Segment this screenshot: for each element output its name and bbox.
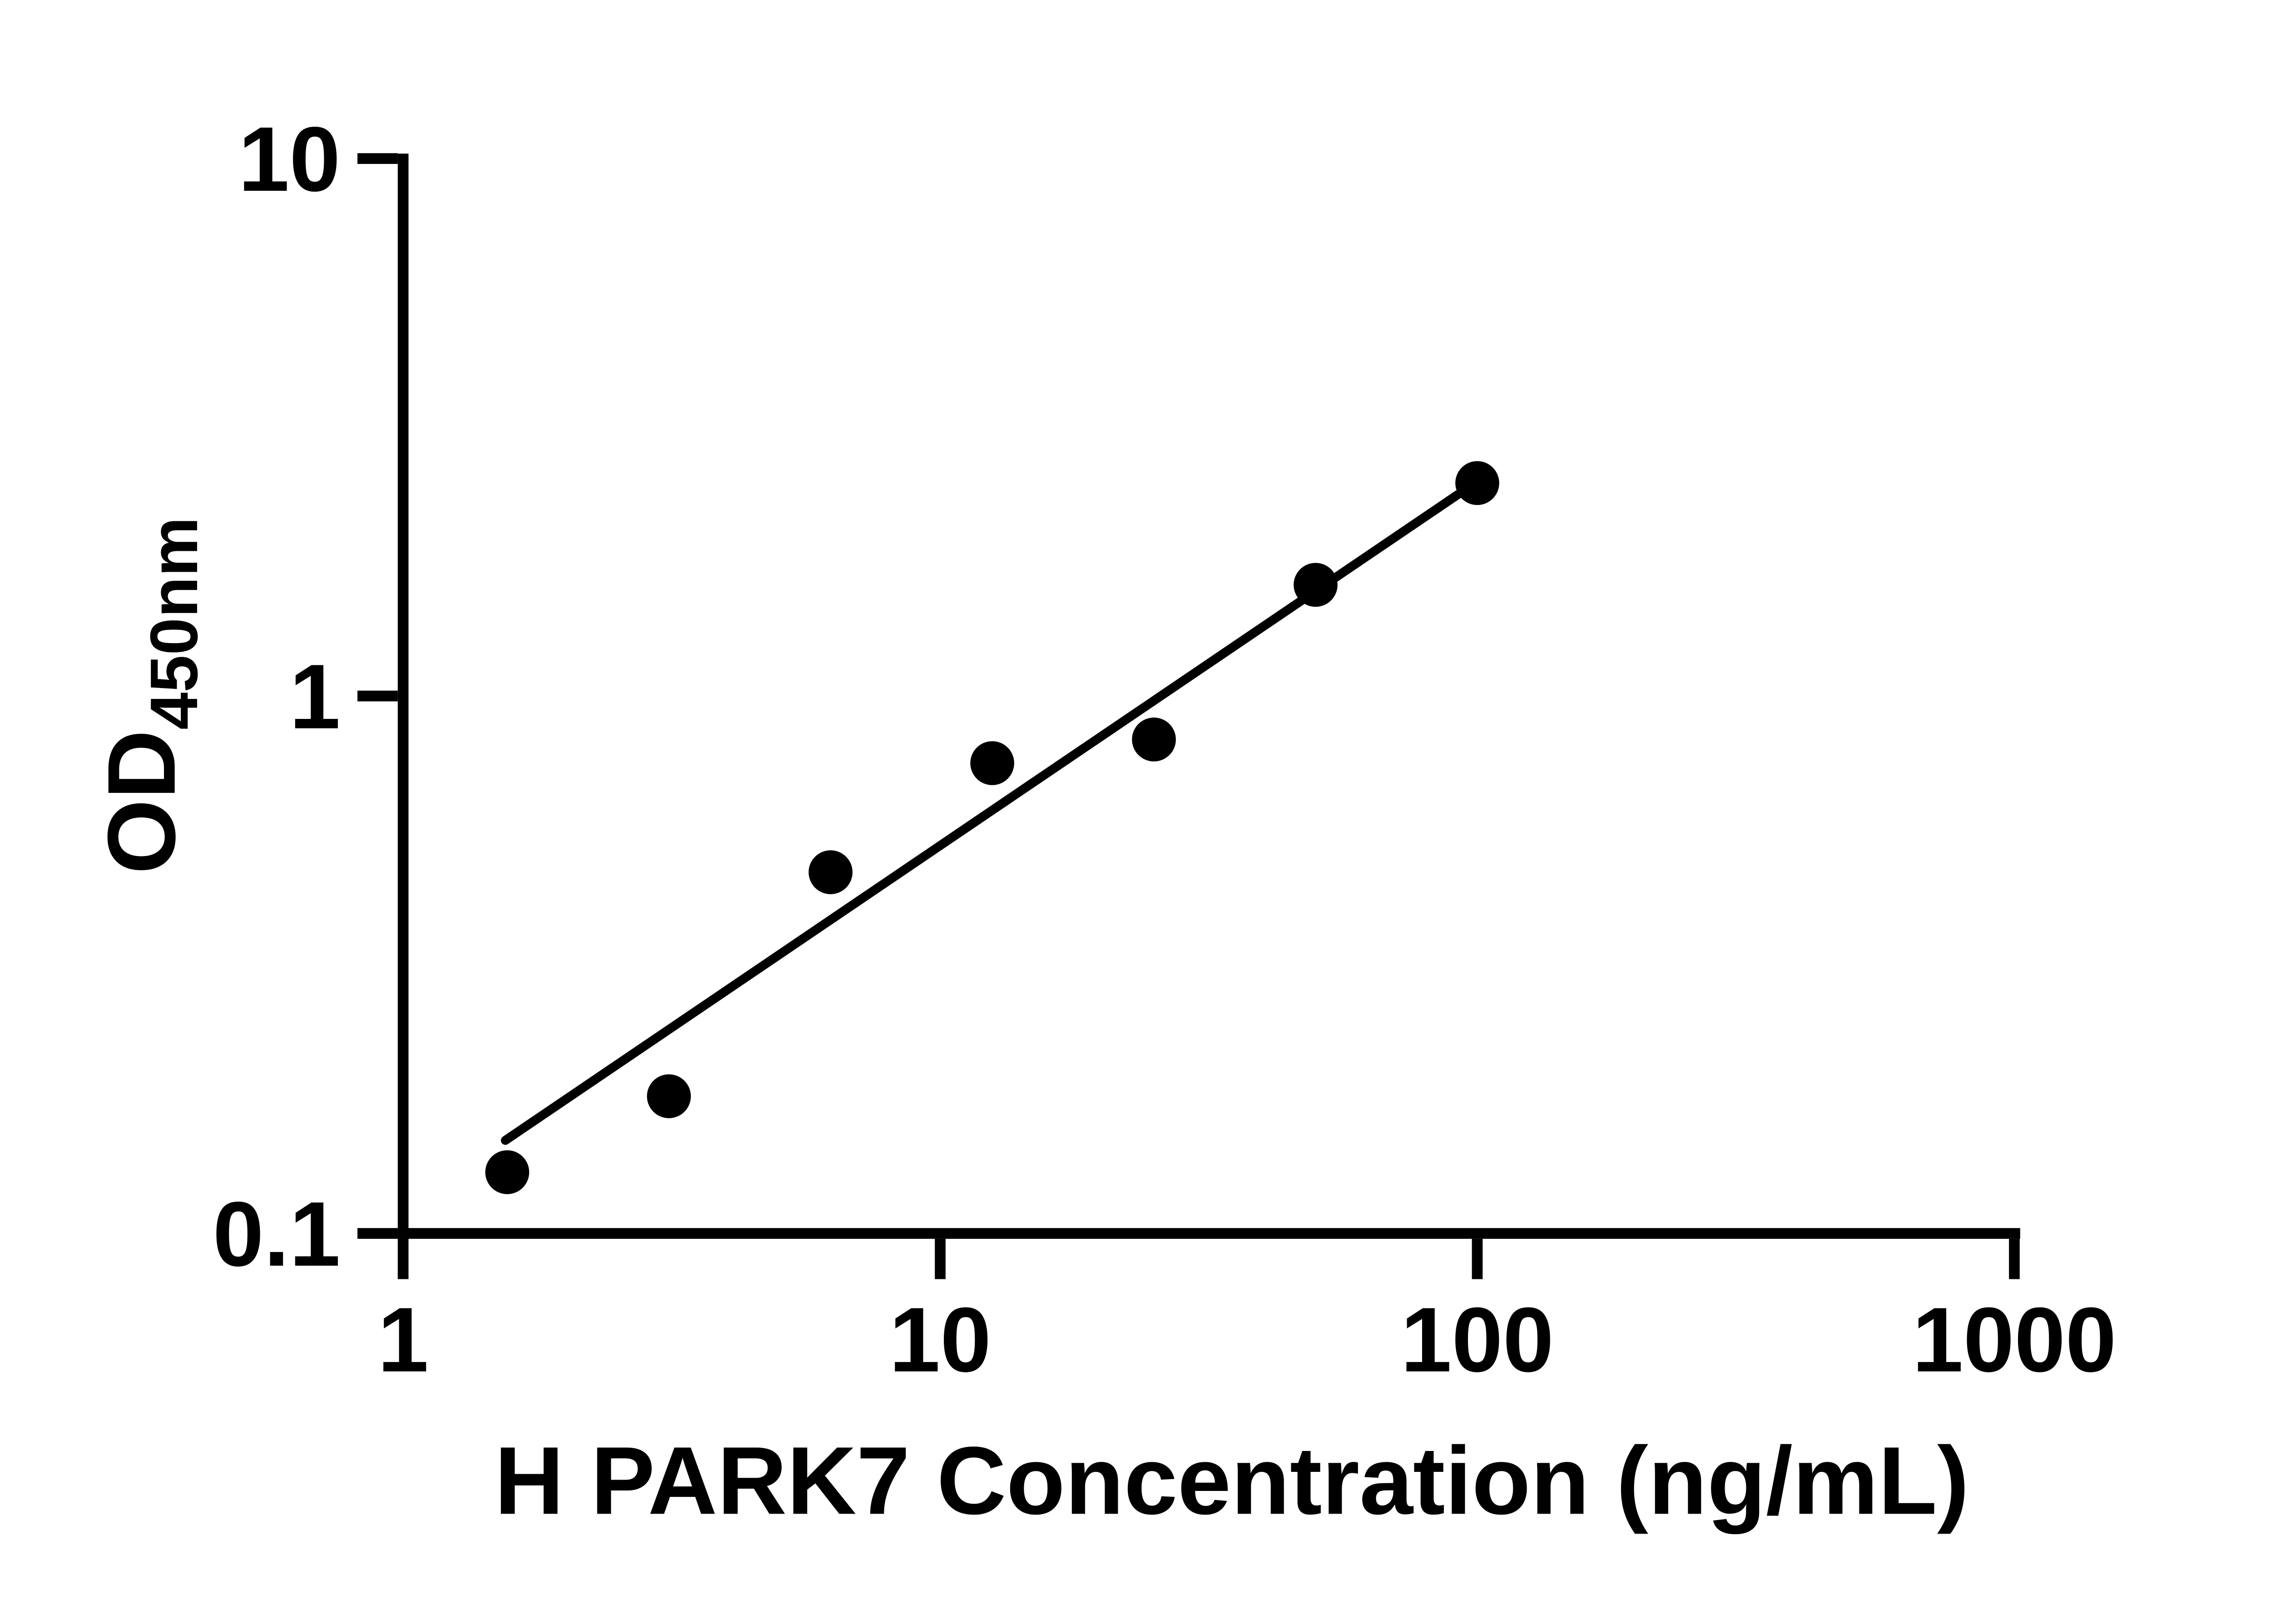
y-tick-1 bbox=[357, 690, 398, 702]
y-axis-title-main: OD bbox=[88, 730, 195, 874]
x-tick-1000 bbox=[2009, 1238, 2020, 1279]
y-axis-line bbox=[397, 153, 409, 1239]
y-tick-10 bbox=[357, 153, 398, 164]
data-point-4 bbox=[1132, 718, 1176, 762]
x-axis-title: H PARK7 Concentration (ng/mL) bbox=[495, 1426, 1969, 1534]
data-point-5 bbox=[1294, 563, 1338, 607]
data-point-3 bbox=[970, 741, 1014, 785]
x-tick-10 bbox=[935, 1238, 946, 1279]
y-tick-0.1 bbox=[357, 1228, 398, 1239]
x-tick-label-1000: 1000 bbox=[1912, 1288, 2117, 1391]
y-axis-title-subscript: 450nm bbox=[137, 517, 212, 730]
x-axis-line bbox=[397, 1228, 2020, 1239]
x-tick-1 bbox=[397, 1238, 409, 1279]
data-point-2 bbox=[808, 850, 853, 894]
y-tick-label-1: 1 bbox=[289, 645, 340, 748]
x-tick-label-1: 1 bbox=[377, 1288, 428, 1391]
data-point-1 bbox=[647, 1074, 691, 1119]
trend-line bbox=[501, 490, 1463, 1145]
data-point-6 bbox=[1455, 461, 1499, 505]
x-tick-100 bbox=[1472, 1238, 1483, 1279]
y-tick-label-10: 10 bbox=[238, 108, 341, 210]
x-tick-label-100: 100 bbox=[1401, 1288, 1554, 1391]
data-point-0 bbox=[485, 1150, 530, 1194]
x-tick-label-10: 10 bbox=[889, 1288, 992, 1391]
y-tick-label-0.1: 0.1 bbox=[213, 1183, 340, 1285]
plot-content: 1 10 100 1000 0.1 1 10 bbox=[213, 108, 2116, 1391]
y-axis-title: OD450nm bbox=[88, 517, 212, 874]
